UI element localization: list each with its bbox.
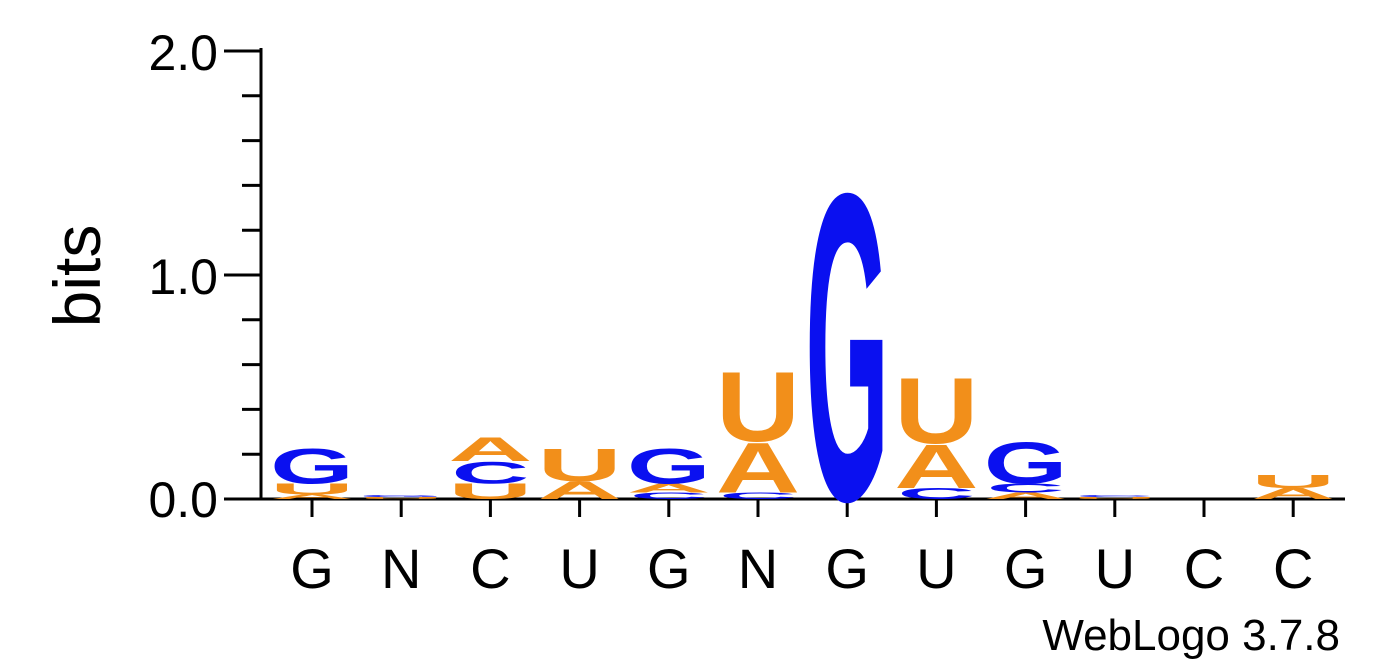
- logo-glyph-A: A: [270, 493, 354, 500]
- x-tick-label: N: [381, 537, 421, 600]
- x-tick-label: G: [647, 537, 691, 600]
- logo-glyph-U: U: [448, 479, 532, 503]
- y-axis: 0.0 1.0 2.0 bits: [40, 25, 263, 528]
- logo-glyph-A: A: [448, 430, 532, 468]
- x-tick-label: G: [825, 537, 869, 600]
- logo-glyph-U: U: [716, 351, 800, 462]
- x-tick-label: C: [1184, 537, 1224, 600]
- x-ticks: [310, 499, 1295, 517]
- y-axis-label: bits: [40, 225, 114, 328]
- x-tick-label: G: [290, 537, 334, 600]
- logo-glyph-C: C: [452, 455, 530, 490]
- x-tick-label: C: [470, 537, 510, 600]
- logo-glyph-U: U: [359, 496, 443, 499]
- y-ticks: [224, 49, 261, 501]
- logo-glyph-U: U: [1073, 496, 1157, 499]
- logo-glyph-G: G: [270, 438, 354, 494]
- y-tick-label-1: 1.0: [148, 249, 218, 305]
- logo-glyph-G: G: [627, 438, 711, 494]
- logo-glyph-U: U: [270, 481, 354, 498]
- logo-glyph-A: A: [716, 427, 800, 508]
- x-tick-label: C: [1273, 537, 1313, 600]
- x-tick-label: U: [1095, 537, 1135, 600]
- logo-glyph-G: G: [984, 430, 1068, 496]
- logo-glyph-A: A: [1251, 485, 1335, 502]
- x-tick-label: U: [559, 537, 599, 600]
- y-tick-label-0: 0.0: [148, 472, 218, 528]
- logo-glyph-U: U: [894, 359, 978, 463]
- x-tick-label: G: [1004, 537, 1048, 600]
- footer-label: WebLogo 3.7.8: [1042, 611, 1340, 660]
- logo-glyph-C: C: [898, 485, 976, 502]
- logo-glyph-A: A: [537, 477, 621, 505]
- x-tick-label: N: [738, 537, 778, 600]
- y-tick-label-2: 2.0: [148, 25, 218, 81]
- x-tick-label: U: [916, 537, 956, 600]
- logo-glyph-A: A: [894, 431, 978, 501]
- logo-glyph-C: C: [630, 491, 708, 501]
- logo-glyph-U: U: [537, 439, 621, 491]
- logo-glyph-C: C: [1076, 494, 1154, 497]
- logo-glyph-C: C: [719, 491, 797, 501]
- logo-glyph-U: U: [1251, 471, 1335, 492]
- logo-glyph-A: A: [983, 491, 1067, 501]
- logo-glyph-G: G: [359, 494, 443, 497]
- logo-glyph-C: C: [987, 481, 1065, 495]
- logo-glyph-A: A: [627, 481, 711, 495]
- logo-glyph-G: G: [805, 102, 889, 592]
